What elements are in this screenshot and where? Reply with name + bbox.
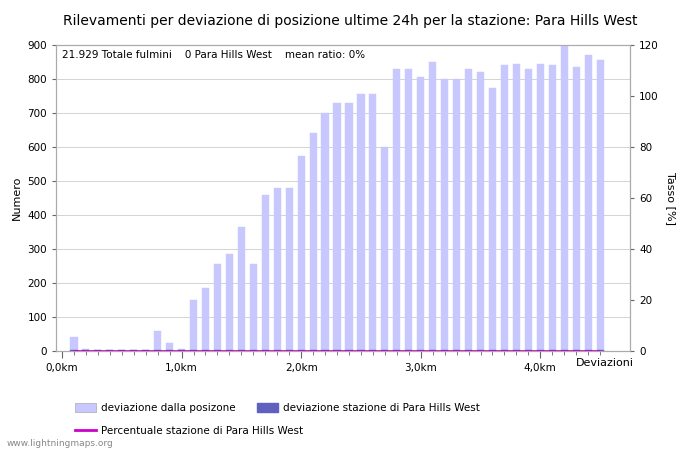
Bar — [154, 331, 161, 351]
Bar — [561, 350, 568, 351]
Text: www.lightningmaps.org: www.lightningmaps.org — [7, 439, 113, 448]
Bar — [83, 349, 90, 351]
Bar — [142, 350, 149, 351]
Bar — [298, 156, 304, 351]
Bar — [70, 338, 78, 351]
Bar — [500, 65, 508, 351]
Bar — [596, 60, 603, 351]
Bar — [489, 87, 496, 351]
Bar — [94, 350, 101, 351]
Bar — [549, 350, 556, 351]
Bar — [83, 350, 90, 351]
Y-axis label: Numero: Numero — [12, 176, 22, 220]
Bar — [453, 350, 460, 351]
Bar — [345, 350, 353, 351]
Bar — [584, 55, 592, 351]
Bar — [154, 350, 161, 351]
Bar — [70, 350, 78, 351]
Text: 21.929 Totale fulmini    0 Para Hills West    mean ratio: 0%: 21.929 Totale fulmini 0 Para Hills West … — [62, 50, 365, 59]
Bar — [382, 147, 388, 351]
Bar — [537, 64, 544, 351]
Bar — [500, 350, 508, 351]
Legend: Percentuale stazione di Para Hills West: Percentuale stazione di Para Hills West — [75, 426, 303, 436]
Bar — [429, 62, 436, 351]
Bar — [274, 350, 281, 351]
Bar — [370, 350, 377, 351]
Bar — [358, 350, 365, 351]
Bar — [130, 350, 137, 351]
Bar — [250, 264, 257, 351]
Bar — [441, 79, 448, 351]
Bar — [190, 350, 197, 351]
Bar — [298, 350, 304, 351]
Bar — [166, 350, 173, 351]
Bar — [333, 103, 341, 351]
Bar — [262, 350, 269, 351]
Bar — [226, 350, 233, 351]
Bar — [573, 350, 580, 351]
Bar — [584, 350, 592, 351]
Bar — [393, 350, 400, 351]
Bar — [286, 350, 293, 351]
Y-axis label: Tasso [%]: Tasso [%] — [666, 171, 675, 225]
Bar — [453, 79, 460, 351]
Bar — [202, 288, 209, 351]
Bar — [274, 188, 281, 351]
Bar — [405, 69, 412, 351]
Bar — [214, 350, 221, 351]
Bar — [382, 350, 388, 351]
Bar — [513, 64, 520, 351]
Bar — [393, 69, 400, 351]
Bar — [537, 350, 544, 351]
Bar — [321, 350, 329, 351]
Bar — [238, 227, 245, 351]
Bar — [118, 350, 125, 351]
Bar — [214, 264, 221, 351]
Bar — [130, 350, 137, 351]
Bar — [118, 350, 125, 351]
Bar — [226, 254, 233, 351]
Bar — [94, 350, 101, 351]
Bar — [429, 350, 436, 351]
Bar — [513, 350, 520, 351]
Bar — [178, 350, 185, 351]
Bar — [489, 350, 496, 351]
Legend: deviazione dalla posizone, deviazione stazione di Para Hills West: deviazione dalla posizone, deviazione st… — [75, 403, 480, 413]
Bar — [238, 350, 245, 351]
Bar — [178, 349, 185, 351]
Bar — [477, 72, 484, 351]
Bar — [525, 350, 532, 351]
Bar — [166, 342, 173, 351]
Bar — [561, 45, 568, 351]
Bar — [321, 113, 329, 351]
Bar — [417, 350, 424, 351]
Bar — [333, 350, 341, 351]
Bar — [309, 350, 316, 351]
Bar — [286, 188, 293, 351]
Bar — [142, 350, 149, 351]
Bar — [345, 103, 353, 351]
Bar — [190, 300, 197, 351]
Bar — [202, 350, 209, 351]
Bar — [262, 194, 269, 351]
Bar — [525, 69, 532, 351]
Bar — [405, 350, 412, 351]
Bar — [465, 350, 472, 351]
Text: Rilevamenti per deviazione di posizione ultime 24h per la stazione: Para Hills W: Rilevamenti per deviazione di posizione … — [63, 14, 637, 27]
Bar — [596, 350, 603, 351]
Text: Deviazioni: Deviazioni — [575, 358, 634, 368]
Bar — [106, 350, 113, 351]
Bar — [370, 94, 377, 351]
Bar — [250, 350, 257, 351]
Bar — [309, 133, 316, 351]
Bar — [549, 65, 556, 351]
Bar — [417, 77, 424, 351]
Bar — [106, 350, 113, 351]
Bar — [358, 94, 365, 351]
Bar — [441, 350, 448, 351]
Bar — [465, 69, 472, 351]
Bar — [477, 350, 484, 351]
Bar — [573, 67, 580, 351]
